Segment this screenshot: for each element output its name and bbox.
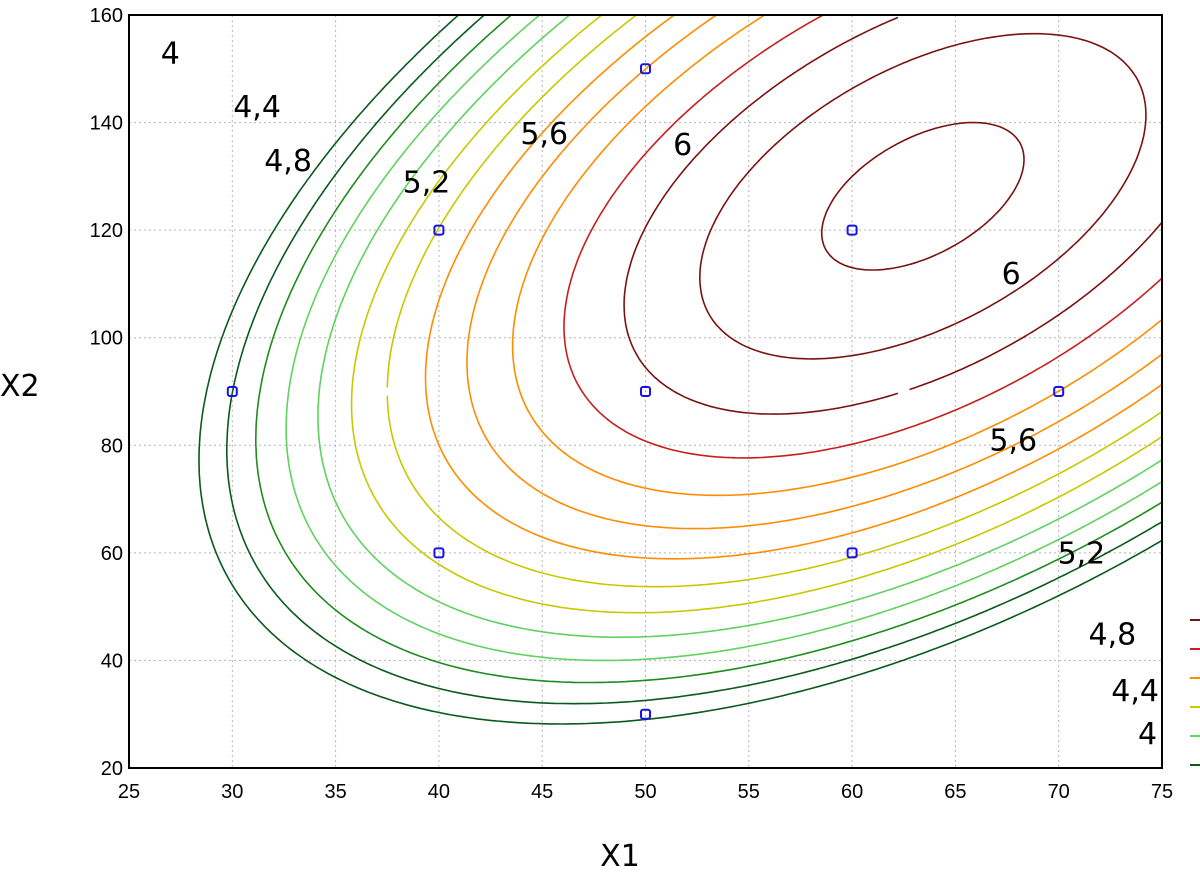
contour-line — [623, 16, 1162, 415]
y-tick-label: 20 — [101, 758, 123, 780]
contour-line — [285, 15, 1162, 662]
contour-label: 4 — [161, 36, 180, 71]
design-point — [846, 547, 858, 559]
y-tick-label: 140 — [90, 113, 123, 135]
y-tick-label: 60 — [101, 543, 123, 565]
legend-swatches — [1190, 619, 1200, 766]
contour-label: 5,6 — [520, 117, 568, 152]
contour-label: 4,4 — [1111, 674, 1159, 709]
contour-line — [563, 15, 1162, 459]
design-point — [640, 386, 651, 397]
grid-lines — [128, 14, 1163, 769]
contour-label: 5,2 — [403, 165, 451, 200]
x-tick-label: 70 — [1048, 781, 1070, 803]
x-tick-label: 50 — [634, 781, 656, 803]
y-tick-label: 80 — [101, 435, 123, 457]
contour-line — [511, 15, 1162, 497]
contour-label: 5,6 — [989, 424, 1037, 459]
contour-label: 4,4 — [233, 90, 281, 125]
x-tick-label: 65 — [944, 781, 966, 803]
y-tick-labels: 20 40 60 80 100 120 140 160 — [90, 5, 123, 780]
x-tick-label: 35 — [324, 781, 346, 803]
x-tick-label: 30 — [221, 781, 243, 803]
design-point — [640, 708, 651, 720]
design-point — [226, 386, 238, 397]
contour-lines — [198, 15, 1162, 725]
contour-line — [820, 121, 1025, 271]
contour-label: 6 — [1002, 257, 1021, 292]
contour-line — [317, 15, 1162, 638]
y-axis-label: X2 — [0, 369, 40, 404]
x-tick-label: 55 — [738, 781, 760, 803]
contour-line — [198, 15, 1162, 725]
x-axis-label: X1 — [600, 839, 640, 874]
y-tick-label: 40 — [101, 650, 123, 672]
design-point — [846, 224, 858, 236]
x-tick-label: 25 — [118, 781, 140, 803]
x-tick-label: 60 — [841, 781, 863, 803]
plot-frame — [128, 14, 1163, 769]
x-tick-label: 45 — [531, 781, 553, 803]
x-tick-label: 75 — [1151, 781, 1173, 803]
design-points — [226, 63, 1065, 720]
contour-label: 4,8 — [1089, 617, 1137, 652]
contour-label: 5,2 — [1058, 537, 1106, 572]
contour-labels: 4 4,4 4,8 5,2 5,6 6 6 5,6 5,2 4,8 4,4 4 — [161, 36, 1159, 751]
x-tick-labels: 25 30 35 40 45 50 55 60 65 70 75 — [118, 781, 1173, 803]
design-point — [640, 63, 651, 75]
design-point — [1053, 386, 1065, 397]
contour-line — [699, 32, 1147, 360]
contour-line — [226, 15, 1162, 705]
contour-line — [424, 15, 1162, 560]
contour-line — [255, 15, 1162, 684]
contour-label: 4,8 — [264, 144, 312, 179]
contour-line — [350, 15, 1162, 614]
contour-label: 4 — [1138, 717, 1157, 752]
y-tick-label: 100 — [90, 328, 123, 350]
design-point — [433, 224, 445, 236]
x-tick-label: 40 — [428, 781, 450, 803]
y-tick-label: 160 — [90, 5, 123, 27]
contour-line — [466, 15, 1162, 530]
contour-label: 6 — [673, 128, 692, 163]
y-tick-label: 120 — [90, 220, 123, 242]
design-point — [433, 547, 445, 559]
contour-line — [386, 15, 1162, 588]
